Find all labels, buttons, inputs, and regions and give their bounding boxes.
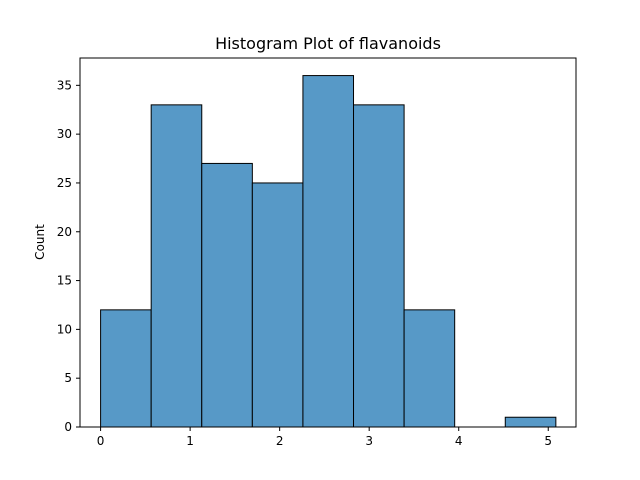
x-tick-label: 3 <box>365 434 373 448</box>
y-tick-label: 35 <box>57 78 72 92</box>
x-tick-label: 5 <box>544 434 552 448</box>
bars-group <box>100 75 557 428</box>
histogram-bar-4 <box>302 75 355 428</box>
y-axis-label: Count <box>33 224 47 260</box>
x-axis-ticks: 0 1 2 3 4 5 <box>97 427 552 448</box>
x-tick-label: 1 <box>186 434 194 448</box>
x-tick-label: 4 <box>455 434 463 448</box>
y-tick-label: 30 <box>57 127 72 141</box>
histogram-bar-8 <box>504 416 557 428</box>
x-tick-label: 2 <box>276 434 284 448</box>
histogram-bar-2 <box>201 162 253 428</box>
plot-frame <box>79 57 577 428</box>
histogram-bar-1 <box>150 104 203 428</box>
y-axis-ticks: 0 5 10 15 20 25 30 35 <box>57 78 80 434</box>
histogram-bar-6 <box>403 309 456 428</box>
y-tick-label: 0 <box>64 420 72 434</box>
y-tick-label: 5 <box>64 371 72 385</box>
x-tick-label: 0 <box>97 434 105 448</box>
y-tick-label: 10 <box>57 322 72 336</box>
y-tick-label: 15 <box>57 274 72 288</box>
y-tick-label: 20 <box>57 225 72 239</box>
histogram-bar-5 <box>353 104 405 428</box>
chart-title: Histogram Plot of flavanoids <box>215 34 441 53</box>
y-tick-label: 25 <box>57 176 72 190</box>
histogram-bar-0 <box>100 309 152 428</box>
histogram-bar-3 <box>251 182 304 428</box>
